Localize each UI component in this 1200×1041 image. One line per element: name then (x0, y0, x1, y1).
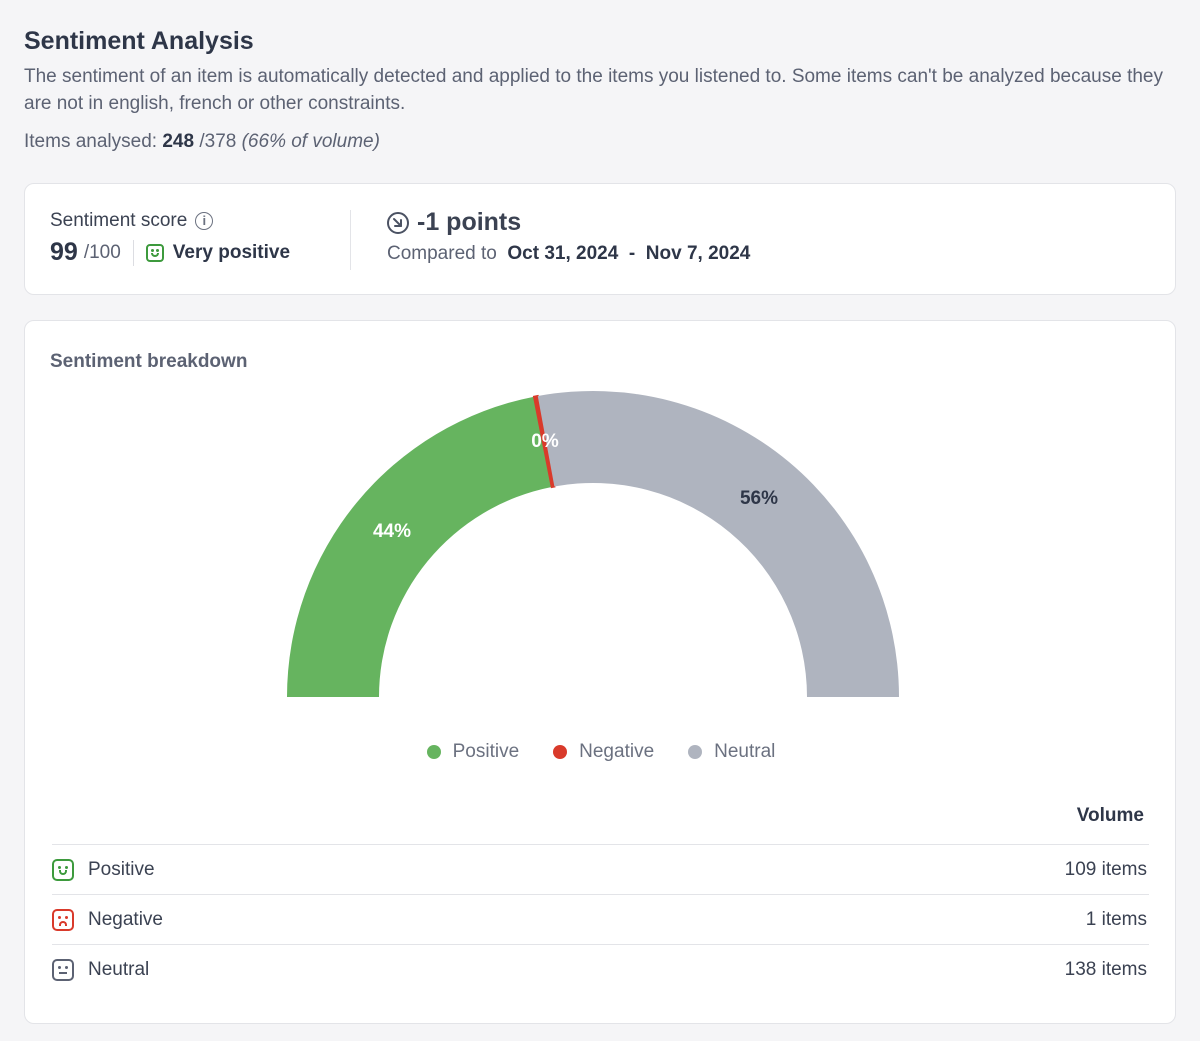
gauge-label-positive: 44% (373, 521, 411, 542)
page-description: The sentiment of an item is automaticall… (24, 66, 1163, 114)
analysed-percent: (66% of volume) (241, 131, 380, 152)
row-volume-positive: 109 items (1064, 858, 1147, 880)
smile-icon (145, 243, 164, 262)
legend-label-negative: Negative (579, 741, 655, 762)
score-max: /100 (83, 241, 121, 263)
compared-label: Compared to (387, 243, 497, 264)
sentiment-breakdown-card: Sentiment breakdown 44% 0% 56% Positive Ne… (24, 320, 1176, 1024)
items-analysed: Items analysed: 248 /378 (66% of volume) (24, 129, 1174, 155)
legend-label-neutral: Neutral (714, 741, 776, 762)
gauge-segment-positive[interactable] (287, 396, 552, 697)
score-label: Sentiment score i (50, 210, 290, 232)
sentiment-score-card: Sentiment score i 99 /100 Very positive … (24, 183, 1176, 295)
page-title: Sentiment Analysis (24, 27, 254, 55)
breakdown-title: Sentiment breakdown (50, 351, 248, 372)
score-label-text: Sentiment score (50, 210, 188, 231)
gauge-segment-neutral[interactable] (537, 391, 899, 697)
sentiment-gauge-chart: 44% 0% 56% (287, 391, 899, 697)
frown-icon (52, 908, 74, 931)
gauge-segment-negative[interactable] (532, 394, 556, 489)
date-to: Nov 7, 2024 (645, 243, 751, 264)
table-row: Negative 1 items (52, 895, 1149, 945)
analysed-total: /378 (199, 131, 237, 152)
analysed-label: Items analysed: (24, 131, 158, 152)
row-volume-negative: 1 items (1085, 908, 1147, 930)
legend-dot-negative (553, 745, 568, 759)
smile-icon (52, 858, 74, 881)
points-row: -1 points (387, 208, 750, 237)
score-section: Sentiment score i 99 /100 Very positive (50, 210, 290, 267)
arrow-down-right-icon (387, 211, 409, 234)
points-change: -1 points (417, 208, 522, 236)
header: Sentiment Analysis The sentiment of an i… (24, 24, 1174, 155)
volume-table: Volume Positive 109 items Negative 1 ite… (52, 805, 1149, 995)
legend-item-neutral[interactable]: Neutral (688, 741, 775, 763)
legend-item-positive[interactable]: Positive (426, 741, 520, 763)
date-from: Oct 31, 2024 (507, 243, 619, 264)
score-row: 99 /100 Very positive (50, 238, 290, 267)
score-value: 99 (50, 238, 78, 266)
gauge-label-neutral: 56% (740, 488, 778, 509)
table-row: Positive 109 items (52, 845, 1149, 895)
compared-to: Compared to Oct 31, 2024 - Nov 7, 2024 (387, 243, 750, 265)
card-divider (350, 210, 351, 270)
table-row: Neutral 138 items (52, 945, 1149, 995)
sentiment-label: Very positive (172, 241, 291, 263)
legend-dot-positive (426, 745, 441, 759)
score-divider (132, 239, 134, 266)
info-icon[interactable]: i (195, 212, 214, 230)
table-header-volume: Volume (52, 805, 1149, 845)
analysed-count: 248 (162, 131, 195, 152)
legend-dot-neutral (688, 745, 703, 759)
neutral-face-icon (52, 959, 74, 981)
legend-label-positive: Positive (452, 741, 520, 762)
row-label-negative: Negative (88, 908, 163, 930)
row-label-positive: Positive (88, 858, 155, 880)
row-label-neutral: Neutral (88, 959, 150, 980)
legend-item-negative[interactable]: Negative (553, 741, 654, 763)
row-volume-neutral: 138 items (1064, 959, 1147, 980)
date-separator: - (628, 243, 636, 264)
gauge-label-negative: 0% (531, 431, 559, 452)
comparison-section: -1 points Compared to Oct 31, 2024 - Nov… (387, 208, 750, 265)
chart-legend: Positive Negative Neutral (25, 741, 1177, 763)
